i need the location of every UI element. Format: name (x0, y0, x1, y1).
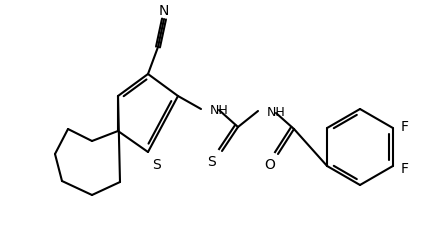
Text: F: F (401, 120, 409, 134)
Text: S: S (152, 157, 160, 171)
Text: NH: NH (267, 105, 286, 118)
Text: F: F (401, 161, 409, 175)
Text: O: O (264, 157, 275, 171)
Text: NH: NH (210, 103, 229, 116)
Text: N: N (159, 4, 169, 18)
Text: S: S (208, 154, 216, 168)
